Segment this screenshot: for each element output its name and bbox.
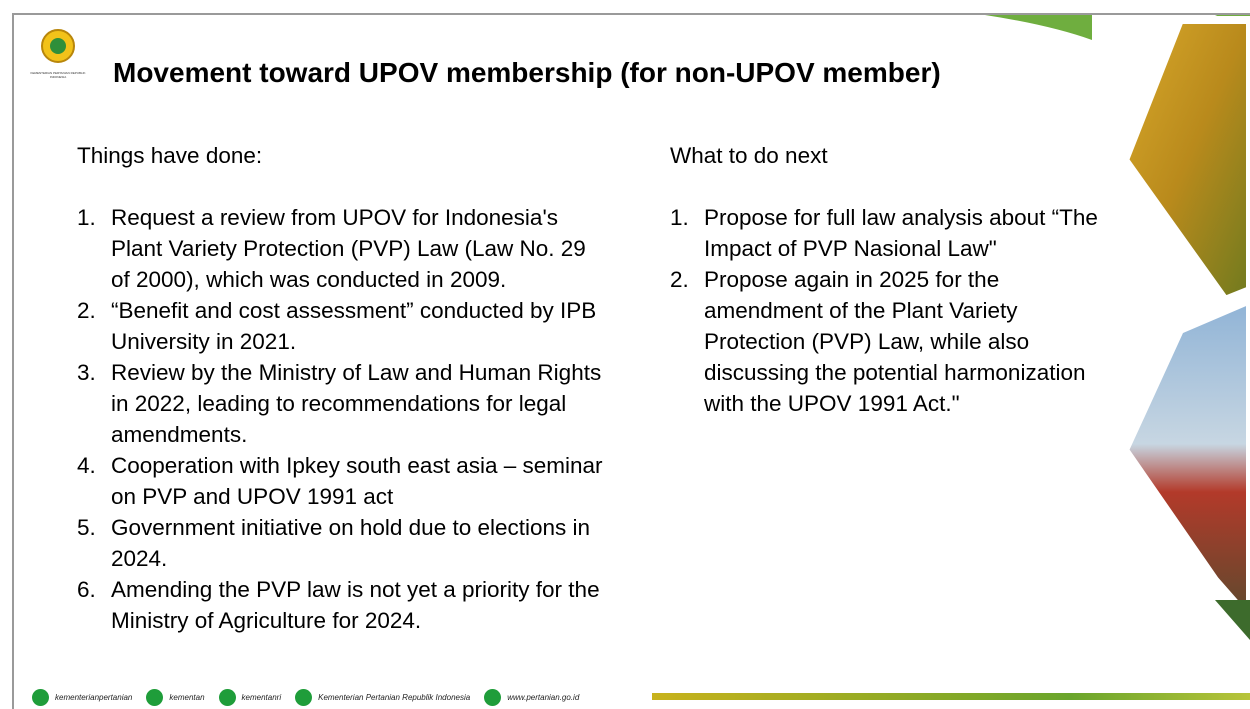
footer-text: www.pertanian.go.id xyxy=(507,693,580,702)
footer-item: kementerianpertanian xyxy=(32,689,132,706)
list-item: 6. Amending the PVP law is not yet a prio… xyxy=(77,574,617,636)
footer-item: Kementerian Pertanian Republik Indonesia xyxy=(295,689,470,706)
item-number: 1. xyxy=(670,205,689,230)
list-item: 2. “Benefit and cost assessment” conducte… xyxy=(77,295,617,357)
footer-text: Kementerian Pertanian Republik Indonesia xyxy=(318,693,471,702)
social-icon xyxy=(295,689,313,706)
slide-title: Movement toward UPOV membership (for non… xyxy=(113,57,941,88)
item-number: 4. xyxy=(77,453,96,478)
footer-item: kementan xyxy=(146,689,205,706)
social-icon xyxy=(484,689,502,706)
list-item: 4. Cooperation with Ipkey south east asia… xyxy=(77,450,617,512)
list-item: 1. Propose for full law analysis about “T… xyxy=(670,202,1110,264)
left-column: Things have done: 1. Request a review fro… xyxy=(77,140,617,636)
list-item: 2. Propose again in 2025 for the amendmen… xyxy=(670,264,1110,419)
item-text: Propose for full law analysis about “The… xyxy=(704,205,1098,261)
item-number: 5. xyxy=(77,515,96,540)
footer-text: kementerianpertanian xyxy=(55,693,133,702)
item-text: Government initiative on hold due to ele… xyxy=(111,515,591,571)
list-item: 5. Government initiative on hold due to e… xyxy=(77,512,617,574)
list-item: 3. Review by the Ministry of Law and Huma… xyxy=(77,357,617,450)
footer-item: kementanri xyxy=(218,689,282,706)
logo-emblem xyxy=(41,29,75,63)
item-text: Amending the PVP law is not yet a priori… xyxy=(111,577,600,633)
column-heading: Things have done: xyxy=(77,143,263,168)
right-column: What to do next 1. Propose for full law a… xyxy=(670,140,1110,419)
footer-text: kementanri xyxy=(241,693,282,702)
social-icon xyxy=(218,689,236,706)
slide-frame xyxy=(12,13,1250,709)
footer-text: kementan xyxy=(169,693,205,702)
item-number: 2. xyxy=(670,267,689,292)
item-number: 1. xyxy=(77,205,96,230)
item-number: 3. xyxy=(77,360,96,385)
logo: KEMENTERIAN PERTANIAN REPUBLIK INDONESIA xyxy=(30,28,86,79)
item-text: Cooperation with Ipkey south east asia –… xyxy=(111,453,603,509)
list-item: 1. Request a review from UPOV for Indones… xyxy=(77,202,617,295)
item-number: 6. xyxy=(77,577,96,602)
item-text: Request a review from UPOV for Indonesia… xyxy=(111,205,586,292)
social-icon xyxy=(146,689,164,706)
item-number: 2. xyxy=(77,298,96,323)
column-heading: What to do next xyxy=(670,143,828,168)
footer: kementerianpertanian kementan kementanri Ke… xyxy=(32,689,593,706)
social-icon xyxy=(32,689,49,706)
footer-item: www.pertanian.go.id xyxy=(484,689,579,706)
logo-text: KEMENTERIAN PERTANIAN REPUBLIK INDONESIA xyxy=(30,71,86,79)
item-text: “Benefit and cost assessment” conducted … xyxy=(111,298,597,354)
item-text: Review by the Ministry of Law and Human … xyxy=(111,360,602,447)
item-text: Propose again in 2025 for the amendment … xyxy=(704,267,1086,416)
